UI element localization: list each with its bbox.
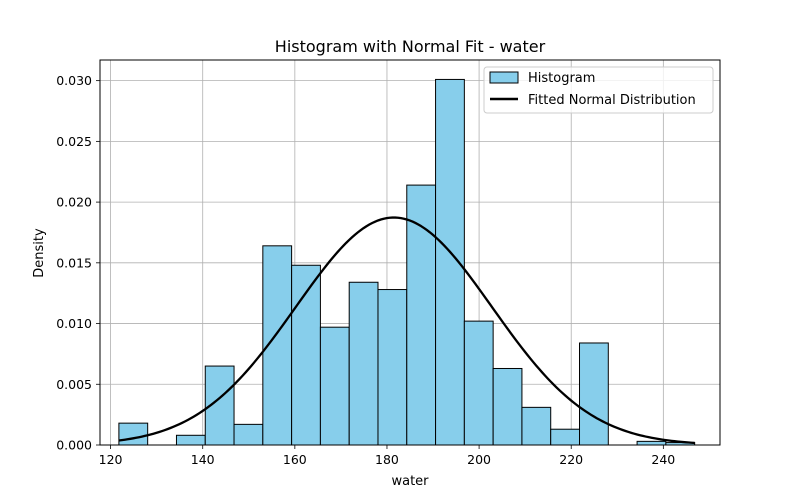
plot-area-frame — [99, 59, 721, 446]
histogram-bar — [406, 184, 437, 446]
y-tick-label: 0.005 — [56, 377, 92, 392]
y-tick-label: 0.020 — [56, 195, 92, 210]
normal-fit-curve — [118, 216, 695, 445]
legend-label-histogram: Histogram — [528, 71, 595, 86]
y-tick-label: 0.010 — [56, 316, 92, 331]
legend-label-normal-fit: Fitted Normal Distribution — [528, 93, 696, 108]
chart-title: Histogram with Normal Fit - water — [275, 37, 546, 56]
histogram-bar — [291, 264, 321, 446]
histogram-bar — [348, 281, 379, 446]
x-tick-label: 220 — [559, 452, 583, 467]
x-tick-label: 160 — [283, 452, 307, 467]
histogram-bar — [521, 406, 552, 446]
legend-box — [483, 66, 714, 114]
histogram-bar — [319, 326, 350, 446]
y-tick-label: 0.025 — [56, 134, 92, 149]
legend: Histogram Fitted Normal Distribution — [483, 66, 714, 114]
histogram-bar — [233, 423, 264, 446]
histogram-bar — [636, 440, 667, 446]
x-axis-ticks: 120 140 160 180 200 220 240 — [99, 445, 675, 467]
histogram-bar — [579, 342, 609, 446]
histogram-bar — [550, 428, 581, 446]
y-axis-label: Density — [32, 228, 47, 278]
histogram-bar — [492, 367, 523, 446]
legend-swatch-histogram — [489, 71, 519, 84]
y-tick-label: 0.015 — [56, 255, 92, 270]
x-tick-label: 180 — [375, 452, 399, 467]
histogram-bar — [118, 422, 149, 446]
histogram-bar — [463, 320, 494, 446]
x-axis-label: water — [391, 474, 429, 489]
histogram-bar — [377, 289, 408, 446]
histogram-bar — [175, 434, 206, 446]
x-tick-label: 140 — [191, 452, 215, 467]
histogram-bars — [118, 78, 696, 446]
y-tick-label: 0.000 — [56, 438, 92, 453]
x-tick-label: 120 — [99, 452, 123, 467]
y-axis-ticks: 0.000 0.005 0.010 0.015 0.020 0.025 0.030 — [56, 73, 100, 453]
histogram-bar — [204, 365, 235, 446]
x-tick-label: 200 — [467, 452, 491, 467]
normal-fit-curve-group — [118, 216, 695, 445]
y-tick-label: 0.030 — [56, 73, 92, 88]
x-tick-label: 240 — [651, 452, 675, 467]
